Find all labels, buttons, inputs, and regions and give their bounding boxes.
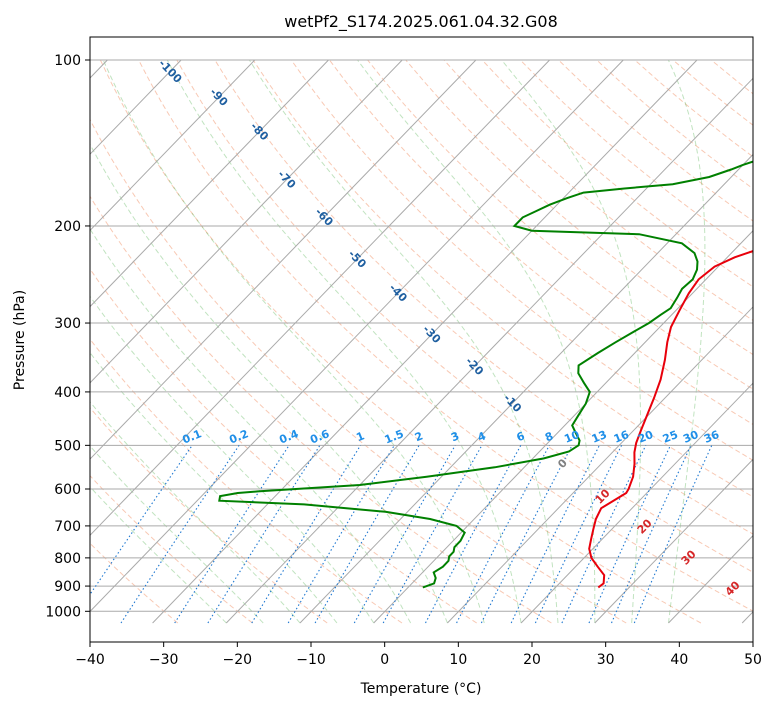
isotherm-line [594,458,753,624]
isotherm-line [299,153,753,624]
dry-adiabat [90,542,179,624]
dry-adiabat [405,59,753,356]
x-tick-label: 20 [523,652,541,668]
isotherm-line [90,59,329,308]
dry-adiabat [90,407,328,624]
y-tick-label: 300 [54,316,81,332]
moist-adiabat [166,59,522,624]
x-axis-title: Temperature (°C) [360,681,482,697]
isotherm-line [90,59,403,384]
y-tick-label: 900 [54,579,81,595]
dry-adiabat [90,118,627,624]
moist-adiabat [90,401,301,624]
isotherm-line [447,306,753,624]
moist-adiabat [102,59,485,624]
x-tick-label: 0 [380,652,389,668]
mixing-ratio-line [120,444,240,624]
moist-adiabat [90,295,375,624]
mixing-ratio-line [510,445,600,624]
mixing-ratio-line [287,445,395,624]
profiles [218,160,753,589]
mixing-ratio-line [382,445,483,624]
moist-adiabat [667,59,706,624]
moist-adiabat [248,59,559,624]
background-lines [90,59,753,624]
x-tick-label: −10 [296,652,326,668]
dry-adiabat [252,59,753,498]
temperature-profile [588,249,753,589]
isotherm-line [90,59,550,537]
mixing-ratio-label: 10 [562,428,581,446]
plot-frame [89,36,754,643]
dry-adiabat [90,268,477,624]
mixing-ratio-line [425,445,522,624]
y-axis: 100 200 300 400 500 600 700 800 900 1000 [45,53,90,620]
mixing-ratio-label: 3 [449,429,461,444]
dry-adiabat [99,59,702,624]
dry-adiabat [90,195,552,624]
x-tick-label: 10 [449,652,467,668]
mixing-ratio-line [456,445,550,624]
mixing-ratio-label: 16 [612,428,631,446]
isotherm-line [90,59,477,460]
moist-adiabat [501,59,642,623]
isotherm-line [90,59,256,232]
dry-adiabat [367,59,753,390]
mixing-ratio-label: 36 [702,428,721,446]
x-tick-label: 40 [670,652,688,668]
x-tick-label: 30 [597,652,615,668]
mixing-ratio-label: 1 [354,429,366,444]
dewpoint-profile [218,160,753,589]
moist-adiabat [357,59,596,623]
y-tick-label: 1000 [45,604,81,620]
isotherm-line [520,382,753,624]
mixing-ratio-label: 8 [543,429,555,444]
mixing-ratio-line [353,445,456,624]
y-tick-label: 200 [54,219,81,235]
y-tick-label: 100 [54,53,81,69]
mixing-ratio-label: 13 [590,428,609,446]
x-tick-label: −40 [75,652,105,668]
plot-area [90,59,753,624]
moist-adiabat [90,486,227,624]
dry-adiabat [290,59,753,461]
chart-title: wetPf2_S174.2025.061.04.32.G08 [284,12,558,32]
mixing-ratio-label: 30 [681,428,700,446]
moist-adiabat [90,445,264,624]
y-tick-label: 500 [54,438,81,454]
y-tick-label: 700 [54,519,81,535]
mixing-ratio-line [534,445,623,624]
y-tick-label: 800 [54,551,81,567]
dry-adiabat [138,59,753,612]
y-tick-label: 600 [54,482,81,498]
isotherm-line [225,77,753,624]
mixing-ratio-line [314,445,420,624]
isotherm-line [373,230,753,624]
moist-adiabat [90,351,338,624]
isotherm-line [90,59,624,613]
mixing-ratio-line [561,445,647,624]
x-tick-label: −20 [223,652,253,668]
mixing-ratio-label: 20 [636,428,655,446]
x-tick-label: 50 [744,652,762,668]
mixing-ratio-label: 2 [413,429,425,444]
x-tick-label: −30 [149,652,179,668]
x-axis: −40 −30 −20 −10 0 10 20 30 40 50 [75,642,762,668]
isotherm-line [152,59,698,624]
y-tick-label: 400 [54,385,81,401]
mixing-ratio-line [480,445,573,624]
dry-adiabat [176,59,753,573]
mixing-ratio-label: 25 [661,428,680,446]
y-axis-title: Pressure (hPa) [12,290,28,390]
